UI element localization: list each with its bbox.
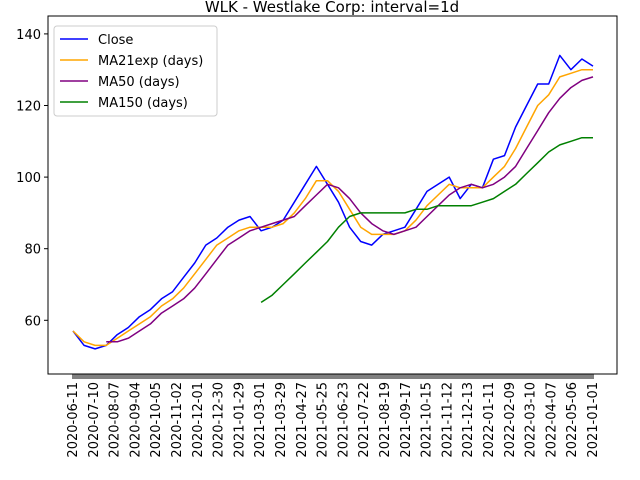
x-tick-label: 2021-04-27 bbox=[295, 382, 310, 458]
x-tick-label: 2021-01-01 bbox=[586, 382, 601, 458]
x-tick-label: 2020-06-11 bbox=[66, 382, 81, 458]
series-line-3 bbox=[260, 136, 593, 304]
x-tick-label: 2020-11-02 bbox=[170, 382, 185, 458]
legend-label-1: MA21exp (days) bbox=[98, 54, 203, 69]
x-tick-label: 2020-12-01 bbox=[191, 382, 206, 458]
y-tick-label: 100 bbox=[16, 171, 41, 186]
x-tick-label: 2021-10-15 bbox=[420, 382, 435, 458]
x-tick-label: 2020-10-05 bbox=[149, 382, 164, 458]
x-tick-label: 2021-03-01 bbox=[253, 382, 268, 458]
legend-label-3: MA150 (days) bbox=[98, 96, 188, 111]
x-tick-label: 2021-07-22 bbox=[357, 382, 372, 458]
plot-frame bbox=[47, 15, 618, 375]
series-line-2 bbox=[106, 76, 594, 343]
x-tick-label: 2022-05-06 bbox=[565, 382, 580, 458]
x-tick-label: 2021-11-12 bbox=[440, 382, 455, 458]
legend-label-0: Close bbox=[98, 33, 133, 48]
x-axis: 2020-06-11 2020-07-10 2020-08-07 2020-09-04… bbox=[66, 374, 601, 458]
x-tick-label: 2020-09-04 bbox=[128, 382, 143, 458]
x-tick-label: 2022-02-09 bbox=[503, 382, 518, 458]
x-tick-label: 2021-01-29 bbox=[232, 382, 247, 458]
y-tick-label: 60 bbox=[24, 314, 41, 329]
legend-label-2: MA50 (days) bbox=[98, 75, 180, 90]
x-tick-label: 2021-09-17 bbox=[399, 382, 414, 458]
x-tick-label: 2022-04-07 bbox=[544, 382, 559, 458]
x-tick-label: 2020-07-10 bbox=[87, 382, 102, 458]
x-tick-label: 2020-08-07 bbox=[108, 382, 123, 458]
x-tick-label: 2022-01-11 bbox=[482, 382, 497, 458]
x-tick-label: 2021-05-25 bbox=[316, 382, 331, 458]
x-tick-label: 2021-08-19 bbox=[378, 382, 393, 458]
legend: Close MA21exp (days) MA50 (days) MA150 (day… bbox=[53, 25, 218, 117]
x-tick-label: 2021-03-29 bbox=[274, 382, 289, 458]
chart-title: WLK - Westlake Corp: interval=1d bbox=[205, 0, 459, 16]
series-line-0 bbox=[72, 54, 594, 350]
series-layer bbox=[72, 54, 594, 350]
x-tick-label: 2021-12-13 bbox=[461, 382, 476, 458]
legend-box bbox=[53, 25, 218, 117]
y-tick-label: 140 bbox=[16, 28, 41, 43]
y-tick-label: 120 bbox=[16, 100, 41, 115]
x-tick-label: 2021-06-23 bbox=[336, 382, 351, 458]
y-axis: 60 80 100 120 140 bbox=[16, 28, 48, 329]
x-tick-label: 2022-03-10 bbox=[524, 382, 539, 458]
y-tick-label: 80 bbox=[24, 243, 41, 258]
x-tick-label: 2020-12-30 bbox=[212, 382, 227, 458]
